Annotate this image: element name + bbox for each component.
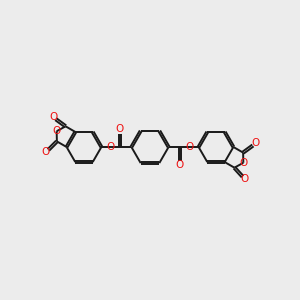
Text: O: O [241,174,249,184]
Text: O: O [252,139,260,148]
Text: O: O [116,124,124,134]
Text: O: O [42,147,50,158]
Text: O: O [185,142,194,152]
Text: O: O [49,112,57,122]
Text: O: O [52,126,61,136]
Text: O: O [239,158,248,168]
Text: O: O [106,142,115,152]
Text: O: O [176,160,184,170]
